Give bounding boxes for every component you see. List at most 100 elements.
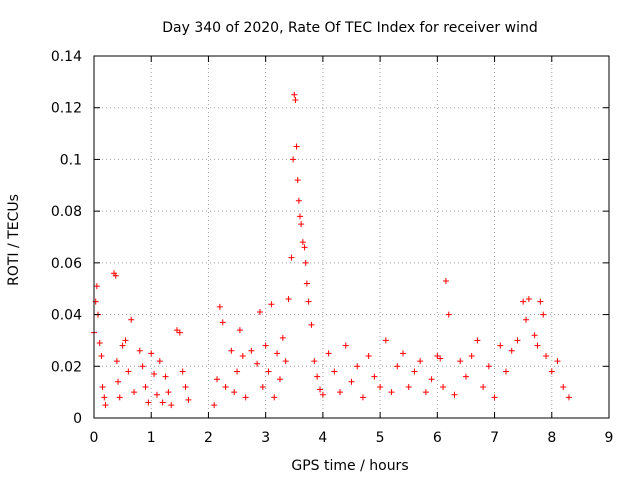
data-point — [382, 337, 389, 344]
data-point — [125, 368, 132, 375]
data-point — [523, 316, 530, 323]
data-points — [91, 91, 572, 409]
data-point — [293, 143, 300, 150]
x-tick-label: 4 — [318, 430, 327, 446]
data-point — [290, 156, 297, 163]
data-point — [342, 342, 349, 349]
data-point — [262, 342, 269, 349]
data-point — [319, 391, 326, 398]
data-point — [565, 394, 572, 401]
data-point — [159, 399, 166, 406]
data-point — [520, 298, 527, 305]
x-tick-label: 7 — [490, 430, 499, 446]
data-point — [445, 311, 452, 318]
data-point — [400, 350, 406, 357]
data-point — [113, 358, 120, 365]
x-axis-label: GPS time / hours — [291, 458, 408, 474]
data-point — [554, 358, 561, 365]
x-tick-label: 0 — [90, 430, 99, 446]
data-point — [428, 376, 435, 383]
y-tick-label: 0.02 — [51, 359, 82, 375]
data-point — [437, 355, 444, 362]
x-tick-labels: 0 1 2 3 4 5 6 7 8 9 — [90, 430, 614, 446]
y-tick-label: 0.14 — [51, 49, 82, 65]
data-point — [119, 342, 126, 349]
data-point — [242, 394, 249, 401]
data-point — [388, 389, 395, 396]
data-point — [394, 363, 401, 370]
data-point — [299, 239, 306, 246]
data-point — [162, 373, 169, 380]
x-tick-label: 6 — [433, 430, 442, 446]
data-point — [298, 221, 305, 228]
data-point — [514, 337, 521, 344]
data-point — [168, 402, 175, 409]
data-point — [136, 347, 143, 354]
data-point — [405, 383, 412, 390]
y-tick-labels: 0 0.02 0.04 0.06 0.08 0.1 0.12 0.14 — [51, 49, 82, 427]
data-point — [248, 347, 255, 354]
data-point — [285, 296, 292, 303]
data-point — [148, 350, 155, 357]
data-point — [279, 334, 286, 341]
data-point — [451, 391, 458, 398]
data-point — [371, 373, 378, 380]
data-point — [182, 383, 189, 390]
y-tick-label: 0.08 — [51, 204, 82, 220]
data-point — [112, 272, 119, 279]
data-point — [294, 177, 301, 184]
data-point — [301, 244, 308, 251]
x-tick-label: 9 — [605, 430, 614, 446]
data-point — [122, 337, 129, 344]
chart-title: Day 340 of 2020, Rate Of TEC Index for r… — [162, 20, 537, 36]
data-point — [115, 378, 122, 385]
data-point — [265, 368, 272, 375]
data-point — [308, 321, 315, 328]
data-point — [457, 358, 464, 365]
data-point — [219, 319, 226, 326]
data-point — [325, 350, 332, 357]
data-point — [531, 332, 538, 339]
data-point — [534, 342, 541, 349]
x-tick-label: 5 — [376, 430, 385, 446]
data-point — [292, 96, 299, 103]
data-point — [234, 368, 241, 375]
data-point — [422, 389, 429, 396]
data-point — [291, 91, 298, 98]
data-point — [99, 383, 106, 390]
data-point — [317, 386, 324, 393]
plot-frame — [93, 55, 610, 419]
grid-lines — [94, 56, 609, 418]
data-point — [173, 327, 180, 334]
data-point — [282, 358, 289, 365]
data-point — [128, 316, 135, 323]
data-point — [311, 358, 318, 365]
data-point — [359, 394, 366, 401]
data-point — [468, 352, 475, 359]
data-point — [271, 394, 278, 401]
data-point — [303, 280, 310, 287]
data-point — [96, 340, 103, 347]
data-point — [276, 376, 283, 383]
data-point — [474, 337, 481, 344]
data-point — [417, 358, 424, 365]
y-tick-label: 0.1 — [60, 152, 82, 168]
data-point — [337, 389, 344, 396]
data-point — [222, 383, 229, 390]
y-tick-label: 0 — [73, 411, 82, 427]
data-point — [377, 383, 384, 390]
x-tick-label: 2 — [204, 430, 213, 446]
data-point — [214, 376, 221, 383]
data-point — [537, 298, 544, 305]
data-point — [216, 303, 223, 310]
data-point — [102, 402, 109, 409]
data-point — [485, 363, 492, 370]
data-point — [295, 197, 302, 204]
data-point — [93, 283, 100, 290]
data-point — [259, 383, 266, 390]
data-point — [297, 213, 303, 220]
x-tick-label: 3 — [261, 430, 270, 446]
data-point — [302, 259, 309, 266]
data-point — [156, 358, 163, 365]
